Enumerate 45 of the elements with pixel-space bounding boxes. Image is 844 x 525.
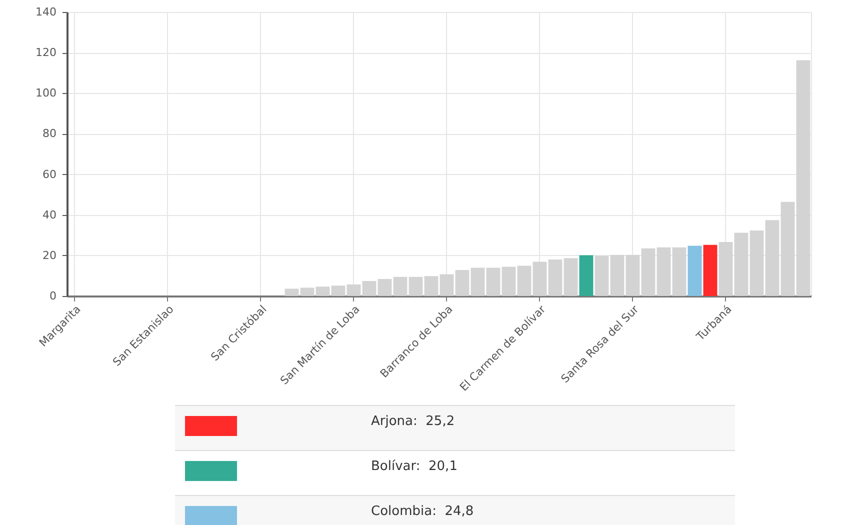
text: Colombia: 24,8 bbox=[371, 504, 474, 519]
text: Bolívar: 20,1 bbox=[371, 459, 458, 474]
bar bbox=[393, 276, 408, 296]
bar bbox=[610, 254, 624, 296]
text: Arjona: 25,2 bbox=[371, 414, 455, 429]
bar bbox=[703, 244, 718, 296]
bar bbox=[331, 286, 346, 296]
bar bbox=[641, 248, 656, 296]
bar bbox=[548, 259, 562, 296]
bar bbox=[316, 286, 330, 296]
bar bbox=[672, 247, 686, 296]
y-tick-label: 20 bbox=[42, 248, 56, 262]
bar bbox=[765, 220, 780, 296]
bar bbox=[594, 256, 609, 296]
y-tick-label: 100 bbox=[36, 86, 56, 100]
y-tick-label: 120 bbox=[36, 46, 56, 60]
y-tick-label: 140 bbox=[36, 6, 56, 18]
bar bbox=[718, 242, 733, 296]
bar bbox=[626, 254, 640, 296]
bar bbox=[780, 202, 795, 296]
bar bbox=[688, 246, 702, 296]
bar bbox=[750, 230, 764, 296]
bar bbox=[796, 60, 810, 296]
bar bbox=[300, 288, 314, 296]
bar bbox=[734, 232, 748, 296]
bar bbox=[408, 276, 423, 296]
bar bbox=[362, 280, 376, 296]
bar bbox=[656, 247, 671, 296]
bar bbox=[346, 284, 361, 296]
y-tick-label: 40 bbox=[42, 208, 56, 222]
bar bbox=[486, 268, 500, 296]
bar bbox=[579, 255, 594, 296]
bar bbox=[564, 258, 578, 296]
bar bbox=[440, 274, 454, 296]
bar bbox=[532, 262, 547, 296]
bar bbox=[424, 276, 438, 296]
bar bbox=[455, 270, 470, 296]
y-tick-label: 80 bbox=[42, 127, 56, 140]
bar bbox=[502, 266, 516, 296]
bar bbox=[378, 278, 392, 296]
bar bbox=[284, 288, 299, 296]
bar bbox=[517, 266, 532, 296]
bar bbox=[470, 268, 485, 296]
y-tick-label: 60 bbox=[42, 168, 56, 181]
y-tick-label: 0 bbox=[50, 290, 56, 302]
